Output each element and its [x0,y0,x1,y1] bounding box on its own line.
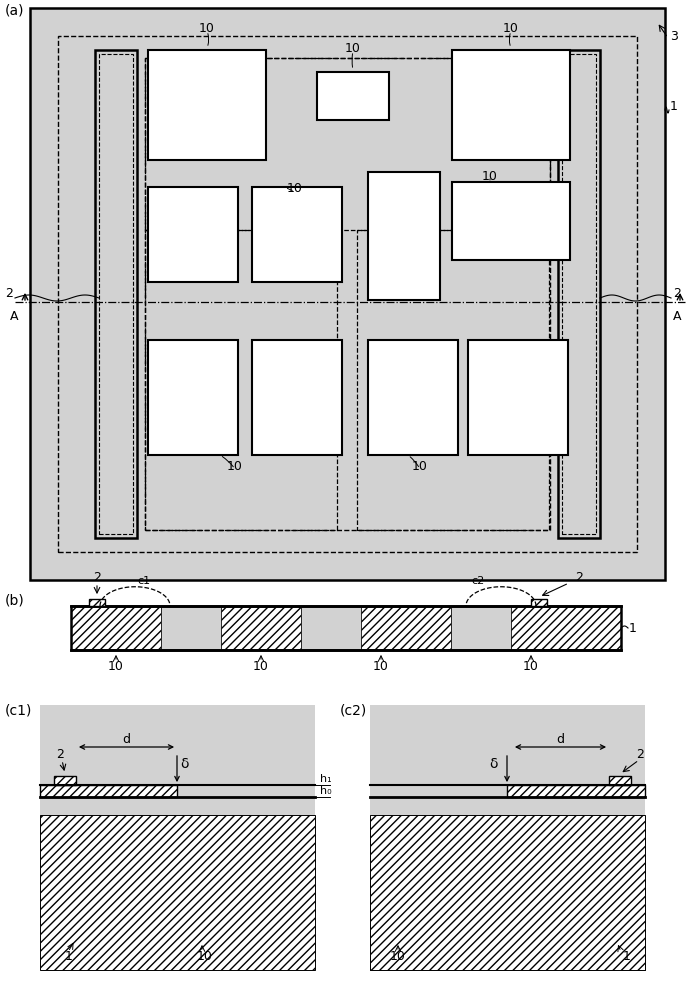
Bar [451,606,511,650]
Text: h₁: h₁ [320,774,331,784]
Text: (c1): (c1) [5,704,33,718]
Text: (a): (a) [5,4,24,18]
Text: A: A [673,310,682,323]
Bar [221,606,301,650]
Text: 10: 10 [287,182,303,195]
Text: 1: 1 [670,100,678,113]
Text: d: d [122,733,130,746]
Text: 1: 1 [629,621,637,635]
Text: 10: 10 [345,42,361,55]
Text: 10: 10 [253,660,269,673]
Text: 10: 10 [373,660,389,673]
Bar [370,705,645,970]
Text: δ: δ [489,757,498,771]
Bar [452,182,570,260]
Text: (c2): (c2) [340,704,367,718]
Bar [99,54,133,534]
Bar [89,599,105,606]
Text: 3: 3 [670,30,678,43]
Bar [71,606,621,650]
Text: c2: c2 [471,576,484,586]
Text: A: A [10,310,19,323]
Bar [609,776,631,785]
Bar [145,58,550,530]
Bar [301,606,361,650]
Text: 10: 10 [108,660,124,673]
Bar [40,705,315,970]
Bar [71,606,161,650]
Text: 10: 10 [412,460,428,473]
Bar [370,815,645,970]
Text: 1: 1 [623,950,631,963]
Bar [370,827,645,970]
Bar [558,50,600,538]
Bar [145,58,550,230]
Text: 10: 10 [482,170,498,183]
Text: 2: 2 [93,571,101,584]
Bar [148,187,238,282]
Bar [531,599,547,606]
Bar [145,230,337,530]
Bar [368,340,458,455]
Text: h₀: h₀ [320,786,331,796]
Bar [507,785,645,797]
Bar [252,187,342,282]
Bar [30,8,665,580]
Text: 1: 1 [65,950,73,963]
Bar [58,36,637,552]
Bar [40,815,315,970]
Bar [148,50,266,160]
Text: 2: 2 [575,571,583,584]
Text: 10: 10 [197,950,213,963]
Bar [95,50,137,538]
Bar [468,340,568,455]
Bar [562,54,596,534]
Text: 10: 10 [199,22,215,35]
Text: 2: 2 [673,287,681,300]
Text: d: d [556,733,564,746]
Bar [368,172,440,300]
Text: 2: 2 [5,287,13,300]
Bar [361,606,451,650]
Bar [511,606,621,650]
Text: 10: 10 [523,660,539,673]
Text: 2: 2 [56,748,64,761]
Text: c1: c1 [137,576,150,586]
Bar [54,776,76,785]
Text: δ: δ [180,757,188,771]
Text: 2: 2 [636,748,644,761]
Bar [148,340,238,455]
Text: (b): (b) [5,594,25,608]
Bar [317,72,389,120]
Bar [161,606,221,650]
Text: 10: 10 [503,22,519,35]
Bar [452,50,570,160]
Bar [252,340,342,455]
Bar [357,230,549,530]
Text: 10: 10 [227,460,243,473]
Text: 10: 10 [390,950,406,963]
Bar [40,785,177,797]
